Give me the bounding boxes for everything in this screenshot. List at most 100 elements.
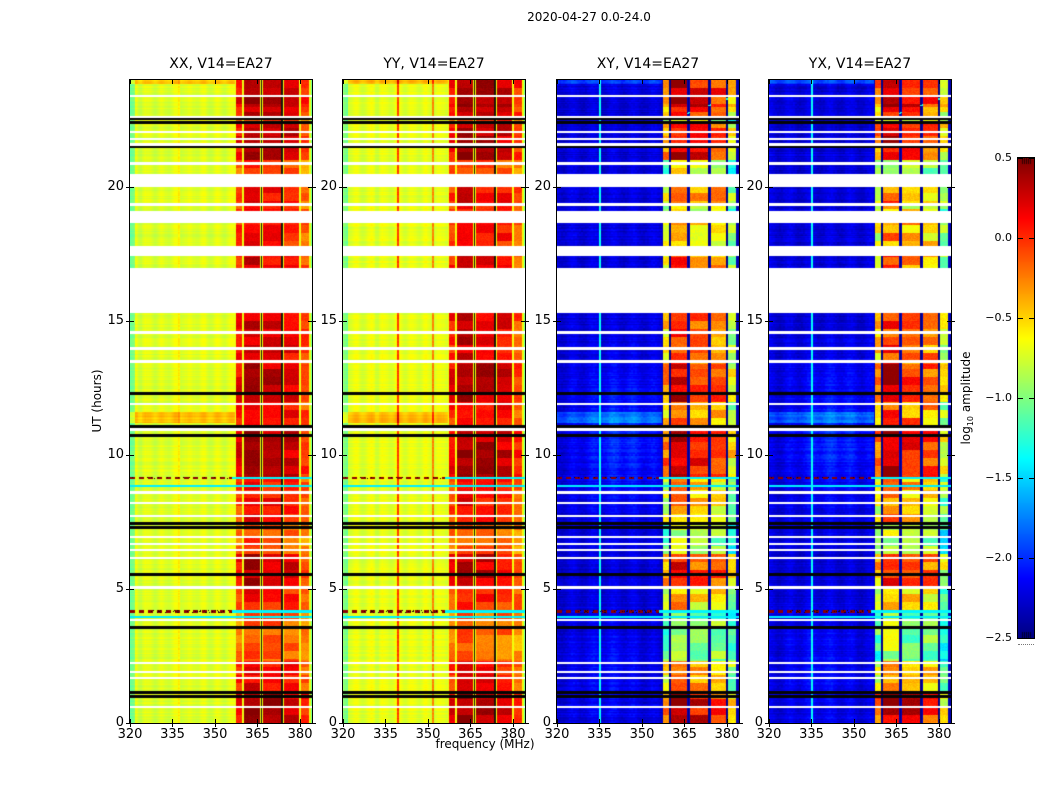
x-tick-mark bbox=[938, 80, 940, 84]
x-tick-label: 380 bbox=[287, 727, 313, 742]
x-tick-mark bbox=[853, 80, 855, 84]
colorbar-tick-label: 0.0 bbox=[994, 231, 1013, 244]
y-tick-mark bbox=[126, 186, 134, 188]
colorbar-tick-mark bbox=[1018, 237, 1023, 239]
y-tick-label: 20 bbox=[534, 179, 551, 195]
colorbar-extend-dots bbox=[1018, 644, 1034, 645]
y-tick-label: 10 bbox=[534, 447, 551, 463]
colorbar-tick-mark bbox=[1029, 317, 1034, 319]
y-tick-label: 5 bbox=[328, 581, 337, 597]
y-tick-label: 5 bbox=[754, 581, 763, 597]
heatmap-canvas-yx bbox=[769, 80, 951, 723]
colorbar-tick-mark bbox=[1018, 637, 1023, 639]
y-tick-mark bbox=[735, 320, 743, 322]
colorbar-tick-label: −1.5 bbox=[985, 471, 1012, 484]
colorbar-tick-mark bbox=[1029, 477, 1034, 479]
panel-title-xy: XY, V14=EA27 bbox=[596, 56, 700, 72]
colorbar-label-log: log bbox=[958, 426, 973, 445]
colorbar-gradient bbox=[1018, 158, 1034, 638]
x-tick-mark bbox=[129, 80, 131, 84]
heatmap-canvas-xx bbox=[130, 80, 312, 723]
colorbar-tick-mark bbox=[1018, 477, 1023, 479]
x-tick-mark bbox=[599, 80, 601, 84]
colorbar-tick-mark bbox=[1029, 557, 1034, 559]
panel-title-yx: YX, V14=EA27 bbox=[808, 56, 912, 72]
y-tick-mark bbox=[735, 588, 743, 590]
x-tick-mark bbox=[342, 80, 344, 84]
x-tick-mark bbox=[470, 80, 472, 84]
x-tick-label: 320 bbox=[117, 727, 143, 742]
y-tick-mark bbox=[126, 454, 134, 456]
y-tick-mark bbox=[765, 320, 773, 322]
y-tick-label: 10 bbox=[107, 447, 124, 463]
x-tick-mark bbox=[599, 719, 601, 727]
x-tick-mark bbox=[129, 719, 131, 727]
y-tick-label: 20 bbox=[107, 179, 124, 195]
x-tick-mark bbox=[470, 719, 472, 727]
x-tick-mark bbox=[811, 719, 813, 727]
y-tick-label: 20 bbox=[746, 179, 763, 195]
x-tick-mark bbox=[512, 80, 514, 84]
x-tick-label: 350 bbox=[202, 727, 228, 742]
y-tick-mark bbox=[765, 588, 773, 590]
x-tick-mark bbox=[172, 719, 174, 727]
y-tick-mark bbox=[308, 454, 316, 456]
x-tick-label: 365 bbox=[672, 727, 697, 742]
panel-title-xx: XX, V14=EA27 bbox=[169, 56, 273, 72]
y-tick-mark bbox=[339, 454, 347, 456]
y-tick-label: 15 bbox=[534, 313, 551, 329]
y-tick-label: 5 bbox=[115, 581, 124, 597]
x-tick-mark bbox=[896, 80, 898, 84]
y-tick-mark bbox=[947, 722, 955, 724]
y-tick-mark bbox=[339, 186, 347, 188]
colorbar-tick-mark bbox=[1018, 557, 1023, 559]
y-tick-label: 0 bbox=[542, 715, 551, 730]
y-tick-mark bbox=[947, 320, 955, 322]
y-tick-mark bbox=[735, 454, 743, 456]
x-tick-label: 380 bbox=[926, 727, 952, 742]
y-tick-label: 0 bbox=[115, 715, 124, 730]
x-tick-mark bbox=[257, 719, 259, 727]
heatmap-panel-xx bbox=[129, 79, 313, 724]
panel-title-yy: YY, V14=EA27 bbox=[383, 56, 485, 72]
y-tick-mark bbox=[553, 454, 561, 456]
y-tick-mark bbox=[126, 320, 134, 322]
y-tick-mark bbox=[947, 454, 955, 456]
figure-title: 2020-04-27 0.0-24.0 bbox=[527, 10, 651, 24]
x-tick-mark bbox=[938, 719, 940, 727]
x-tick-mark bbox=[299, 80, 301, 84]
x-tick-label: 350 bbox=[841, 727, 867, 742]
y-tick-mark bbox=[521, 722, 529, 724]
y-tick-mark bbox=[553, 320, 561, 322]
x-tick-label: 335 bbox=[799, 727, 824, 742]
y-tick-mark bbox=[126, 588, 134, 590]
y-tick-mark bbox=[765, 454, 773, 456]
heatmap-canvas-yy bbox=[343, 80, 525, 723]
x-tick-label: 335 bbox=[587, 727, 612, 742]
y-tick-mark bbox=[308, 320, 316, 322]
colorbar-label-sub: 10 bbox=[966, 415, 976, 427]
x-tick-mark bbox=[684, 719, 686, 727]
y-tick-mark bbox=[765, 186, 773, 188]
colorbar-tick-mark bbox=[1018, 157, 1023, 159]
x-tick-mark bbox=[385, 80, 387, 84]
y-tick-mark bbox=[521, 186, 529, 188]
x-tick-mark bbox=[853, 719, 855, 727]
x-tick-mark bbox=[811, 80, 813, 84]
x-tick-mark bbox=[427, 719, 429, 727]
colorbar-tick-mark bbox=[1029, 157, 1034, 159]
x-tick-mark bbox=[299, 719, 301, 727]
y-tick-mark bbox=[521, 588, 529, 590]
x-tick-mark bbox=[214, 80, 216, 84]
x-tick-mark bbox=[768, 80, 770, 84]
y-tick-mark bbox=[308, 588, 316, 590]
y-tick-mark bbox=[308, 722, 316, 724]
colorbar-tick-label: −0.5 bbox=[985, 311, 1012, 324]
y-tick-label: 20 bbox=[320, 179, 337, 195]
colorbar-tick-mark bbox=[1029, 397, 1034, 399]
y-tick-mark bbox=[308, 186, 316, 188]
y-tick-label: 5 bbox=[542, 581, 551, 597]
colorbar-tick-mark bbox=[1029, 237, 1034, 239]
heatmap-panel-yy bbox=[342, 79, 526, 724]
